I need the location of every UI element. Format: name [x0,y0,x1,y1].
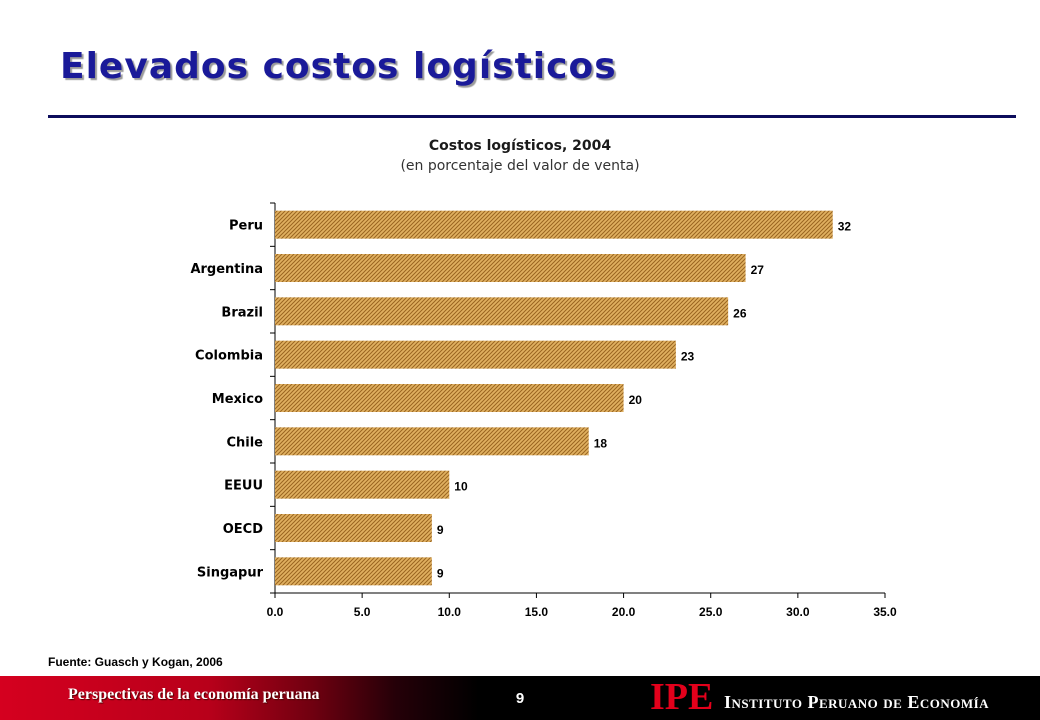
footer-bar: Perspectivas de la economía peruana 9 IP… [0,676,1040,720]
category-label: OECD [223,522,263,537]
x-tick-label: 0.0 [267,605,284,619]
category-label: Singapur [197,565,264,580]
x-tick-label: 30.0 [786,605,810,619]
category-label: EEUU [224,479,263,494]
category-label: Argentina [190,262,263,277]
bar-brazil [275,297,729,326]
chart-title: Costos logísticos, 2004 [428,138,612,154]
slide-title: Elevados costos logísticos [60,46,617,87]
data-label: 26 [733,306,747,320]
data-label: 23 [681,350,695,364]
x-tick-label: 10.0 [438,605,462,619]
bar-oecd [275,514,432,542]
footer-presentation-title: Perspectivas de la economía peruana [68,686,320,703]
x-tick-label: 25.0 [699,605,723,619]
category-label: Mexico [212,392,263,407]
category-label: Chile [226,435,263,450]
title-divider [48,115,1016,118]
data-label: 27 [751,263,765,277]
data-label: 10 [454,480,468,494]
x-tick-label: 35.0 [873,605,897,619]
page-number: 9 [515,690,525,707]
source-note: Fuente: Guasch y Kogan, 2006 [48,655,223,669]
data-label: 20 [629,393,643,407]
ipe-logo: IPE [650,676,714,718]
data-label: 9 [437,523,444,537]
x-tick-label: 20.0 [612,605,636,619]
labels-group: 0.0 5.0 10.0 15.0 20.0 25.0 30.0 35.0 Peru 32 Arge… [190,219,897,619]
bar-mexico [275,384,624,412]
category-label: Colombia [195,349,263,364]
x-tick-label: 5.0 [354,605,371,619]
data-label: 9 [437,566,444,580]
bar-colombia [275,340,676,369]
category-label: Brazil [221,305,263,320]
x-tick-label: 15.0 [525,605,549,619]
bar-eeuu [275,470,450,499]
data-label: 18 [594,436,608,450]
bars-group [275,210,833,586]
organization-name: Instituto Peruano de Economía [724,692,990,712]
bar-argentina [275,254,746,282]
chart-subtitle: (en porcentaje del valor de venta) [400,158,640,174]
data-label: 32 [838,220,852,234]
bar-singapur [275,557,432,586]
bar-chile [275,427,589,456]
bar-peru [275,210,833,239]
category-label: Peru [229,219,263,234]
